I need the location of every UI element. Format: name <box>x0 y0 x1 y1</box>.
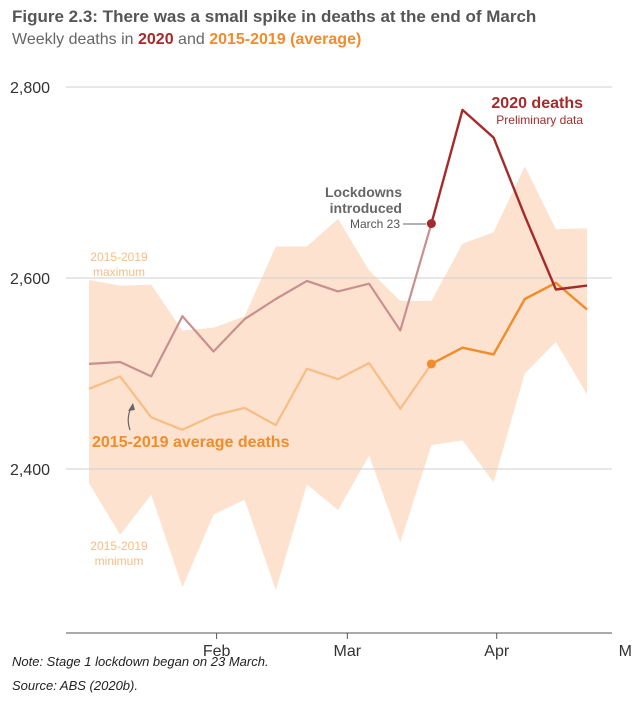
label-introduced: introduced <box>330 200 402 216</box>
line-2020-after-lockdown <box>430 108 588 291</box>
label-lockdowns: Lockdowns <box>325 184 402 200</box>
chart-title: Figure 2.3: There was a small spike in d… <box>12 7 537 26</box>
marker-2020-lockdown <box>426 219 436 229</box>
chart-subtitle: Weekly deaths in 2020 and 2015-2019 (ave… <box>12 31 361 49</box>
label-lockdown-date: March 23 <box>350 217 400 231</box>
x-tick-label-apr: Apr <box>484 643 510 660</box>
average-arrow-head <box>128 403 135 411</box>
y-tick-label-2400: 2,400 <box>10 462 50 479</box>
line-average-after-lockdown <box>430 281 588 365</box>
subtitle-series-average: 2015-2019 (average) <box>209 31 362 48</box>
y-tick-label-2800: 2,800 <box>10 80 50 97</box>
line-average-before-lockdown <box>88 361 433 431</box>
y-tick-label-2600: 2,600 <box>10 271 50 288</box>
label-min-line2: minimum <box>95 554 144 568</box>
label-2020-preliminary: Preliminary data <box>496 113 583 127</box>
label-average-deaths: 2015-2019 average deaths <box>92 434 290 451</box>
label-max-line1: 2015-2019 <box>90 250 148 264</box>
marker-average-lockdown <box>426 359 436 369</box>
line-2020-before-lockdown <box>88 223 433 378</box>
label-min-line1: 2015-2019 <box>90 539 148 553</box>
label-max-line2: maximum <box>93 265 145 279</box>
chart-source: Source: ABS (2020b). <box>12 678 138 693</box>
subtitle-middle: and <box>173 31 210 48</box>
subtitle-series-2020: 2020 <box>138 31 174 48</box>
chart-note: Note: Stage 1 lockdown began on 23 March… <box>12 654 269 669</box>
x-tick-label-may: May <box>619 643 632 660</box>
x-tick-label-mar: Mar <box>334 643 362 660</box>
x-tick-label-feb: Feb <box>203 643 231 660</box>
subtitle-prefix: Weekly deaths in <box>12 31 138 48</box>
label-2020-deaths: 2020 deaths <box>491 95 583 112</box>
